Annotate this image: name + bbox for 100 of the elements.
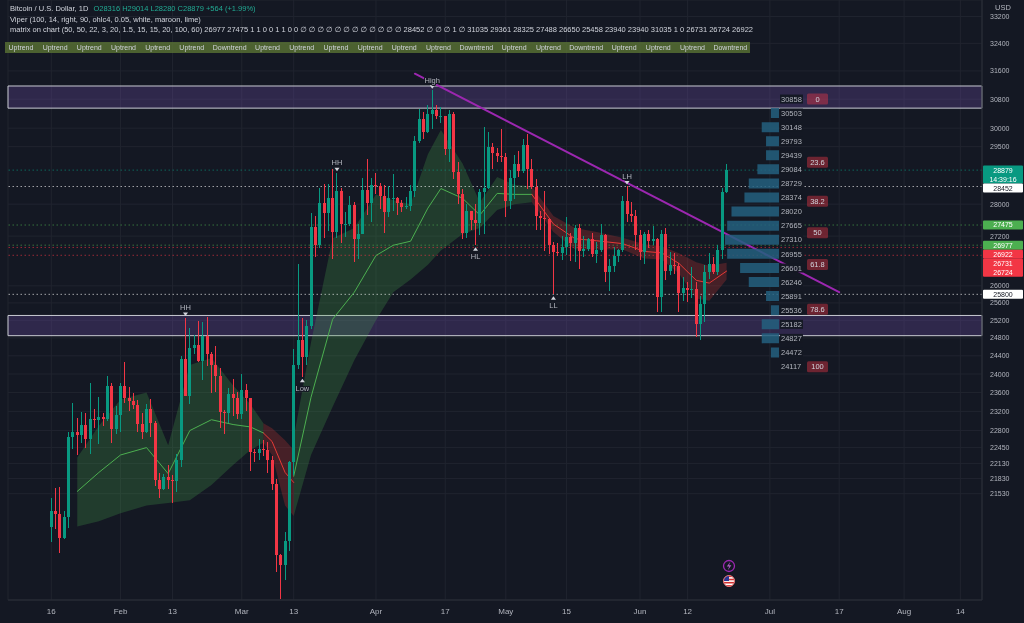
candlestick	[708, 252, 711, 280]
candlestick	[128, 386, 131, 412]
candlestick	[613, 246, 616, 273]
candlestick	[457, 160, 460, 205]
candlestick	[699, 295, 702, 341]
candlestick	[682, 276, 685, 302]
candlestick	[600, 223, 603, 254]
bar	[761, 333, 779, 344]
bar	[761, 122, 779, 133]
candlestick	[184, 316, 187, 397]
x-tick-label: Jul	[764, 606, 776, 616]
line-series	[531, 193, 728, 284]
candlestick	[669, 251, 672, 276]
candlestick	[387, 185, 390, 218]
candlestick	[509, 168, 512, 210]
candlestick	[119, 382, 122, 434]
candlestick	[236, 391, 239, 421]
bar	[725, 234, 779, 245]
candlestick	[556, 241, 559, 257]
candlestick	[271, 455, 274, 491]
candlestick	[175, 453, 178, 493]
candlestick	[314, 214, 317, 258]
candlestick	[712, 256, 715, 275]
x-tick-label: 15	[561, 606, 572, 616]
bar	[748, 277, 779, 288]
candlestick	[690, 266, 693, 299]
candlestick	[258, 438, 261, 461]
candlestick	[89, 382, 92, 455]
candlestick	[357, 222, 360, 260]
candlestick	[214, 345, 217, 393]
candlestick	[145, 403, 148, 434]
candlestick	[232, 378, 235, 417]
candlestick	[71, 402, 74, 450]
candlestick	[54, 486, 57, 530]
candlestick	[643, 230, 646, 266]
candlestick	[370, 177, 373, 224]
candlestick	[491, 142, 494, 170]
bar	[766, 136, 779, 147]
candlestick	[530, 157, 533, 190]
candlestick	[435, 104, 438, 120]
candlestick	[426, 104, 429, 134]
candlestick	[331, 168, 334, 260]
candlestick	[76, 416, 79, 456]
candlestick	[227, 387, 230, 424]
candlestick	[539, 210, 542, 231]
candlestick	[595, 241, 598, 264]
bar	[727, 248, 779, 259]
candlestick	[652, 224, 655, 247]
candlestick	[500, 128, 503, 163]
bar	[740, 262, 779, 273]
candlestick	[279, 553, 282, 600]
candlestick	[716, 244, 719, 276]
candlestick	[647, 229, 650, 249]
candlestick	[253, 447, 256, 463]
x-tick-label: 17	[834, 606, 845, 616]
candlestick	[535, 178, 538, 232]
candlestick	[439, 106, 442, 124]
bar	[766, 291, 779, 302]
candlestick	[483, 126, 486, 235]
bar	[761, 319, 779, 330]
candlestick	[240, 373, 243, 421]
bar	[727, 220, 779, 231]
x-tick-label: Jun	[633, 606, 647, 616]
bar	[744, 192, 779, 203]
candlestick	[465, 203, 468, 239]
x-tick-label: Aug	[896, 606, 912, 616]
candlestick	[470, 210, 473, 231]
candlestick	[284, 531, 287, 582]
candlestick	[335, 172, 338, 239]
x-tick-label: Feb	[113, 606, 128, 616]
candlestick	[396, 196, 399, 216]
candlestick	[201, 321, 204, 382]
candlestick	[552, 241, 555, 295]
candlestick	[136, 398, 139, 434]
candlestick	[115, 405, 118, 436]
candlestick	[301, 317, 304, 378]
candlestick	[366, 157, 369, 216]
candlestick	[513, 154, 516, 200]
candlestick	[63, 510, 66, 540]
candlestick	[158, 472, 161, 499]
candlestick	[517, 150, 520, 178]
candlestick	[327, 183, 330, 232]
candlestick	[379, 182, 382, 210]
candlestick	[340, 187, 343, 245]
candlestick	[630, 201, 633, 223]
x-tick-label: Apr	[369, 606, 383, 616]
candlestick	[496, 147, 499, 163]
candlestick	[526, 132, 529, 190]
candlestick	[288, 460, 291, 552]
candlestick	[548, 217, 551, 256]
candlestick	[123, 361, 126, 404]
candlestick	[353, 201, 356, 263]
candlestick	[262, 439, 265, 458]
x-tick-label: 14	[955, 606, 966, 616]
x-tick-label: 12	[683, 606, 693, 616]
bar	[766, 150, 779, 161]
candlestick	[149, 398, 152, 438]
candlestick	[422, 111, 425, 140]
candlestick	[578, 223, 581, 270]
candlestick	[487, 131, 490, 190]
